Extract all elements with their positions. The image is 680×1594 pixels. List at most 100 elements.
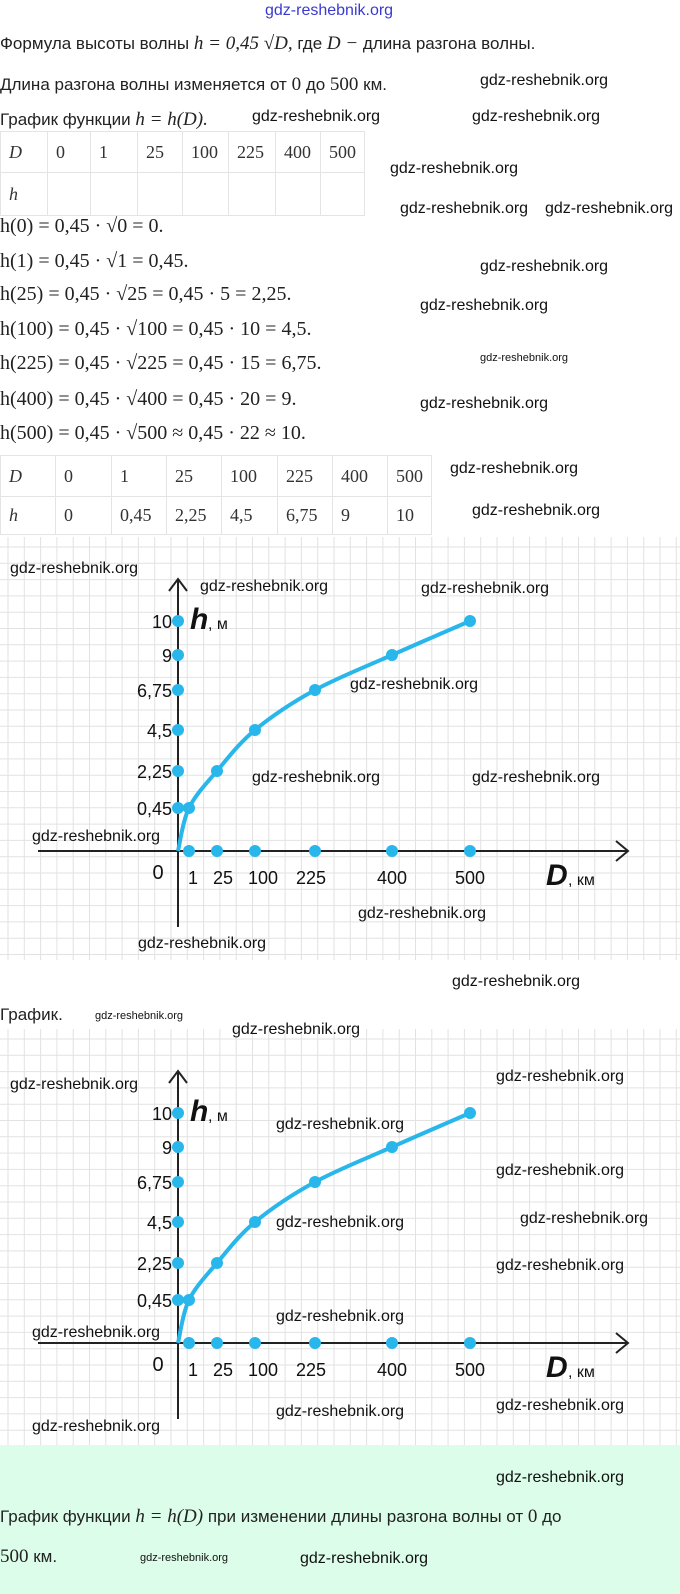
x-axis-arrow [615, 840, 630, 862]
x-tick-label: 1 [188, 1360, 198, 1380]
y-tick-label: 9 [162, 646, 172, 666]
table-cell: 25 [166, 455, 222, 497]
y-axis-label: h [190, 1095, 208, 1128]
y-axis-point [172, 1257, 184, 1269]
watermark: gdz-reshebnik.org [138, 935, 267, 952]
table-cell: D [0, 131, 48, 173]
data-point [183, 1294, 195, 1306]
watermark: gdz-reshebnik.org [10, 560, 139, 577]
x-axis-unit: , км [568, 1364, 595, 1381]
x-axis-point [183, 845, 195, 857]
data-point [249, 1216, 261, 1228]
data-point [211, 765, 223, 777]
text: График функции [0, 110, 131, 129]
number: 500 [329, 74, 359, 95]
x-axis-point [464, 1337, 476, 1349]
y-axis-arrow [168, 577, 188, 592]
x-tick-label: 500 [455, 1360, 485, 1380]
x-tick-label: 100 [248, 1360, 278, 1380]
x-tick-label: 100 [248, 868, 278, 888]
table-cell: 25 [137, 131, 183, 173]
watermark: gdz-reshebnik.org [10, 1076, 139, 1093]
table-cell [320, 172, 365, 216]
conclusion-text: График функции h = h(D) при изменении дл… [0, 1497, 675, 1577]
y-axis-unit: , м [208, 1108, 228, 1125]
watermark: gdz-reshebnik.org [472, 769, 601, 786]
table-cell: D [0, 455, 56, 497]
y-axis-point [172, 802, 184, 814]
x-axis-point [249, 845, 261, 857]
y-tick-label: 2,25 [137, 1254, 172, 1274]
watermark: gdz-reshebnik.org [390, 160, 519, 177]
table-row: h [0, 172, 365, 216]
x-axis-unit: , км [568, 872, 595, 889]
calculation-line: h(1) = 0,45 · √1 = 0,45. [0, 250, 189, 272]
data-point [309, 684, 321, 696]
table-cell [47, 172, 91, 216]
table-cell: 1 [111, 455, 167, 497]
y-tick-label: 9 [162, 1138, 172, 1158]
y-tick-label: 6,75 [137, 681, 172, 701]
table-cell: 100 [221, 455, 278, 497]
text: График функции [0, 1507, 131, 1526]
x-tick-label: 25 [213, 1360, 233, 1380]
table-cell [137, 172, 183, 216]
y-axis-point [172, 765, 184, 777]
y-axis-arrow [168, 1069, 188, 1084]
y-tick-label: 0,45 [137, 799, 172, 819]
watermark: gdz-reshebnik.org [480, 258, 609, 275]
data-point [211, 1257, 223, 1269]
watermark: gdz-reshebnik.org [450, 460, 579, 477]
x-tick-label: 25 [213, 868, 233, 888]
watermark: gdz-reshebnik.org [400, 200, 529, 217]
watermark: gdz-reshebnik.org [276, 1116, 405, 1133]
data-point [464, 1107, 476, 1119]
table-cell: 100 [182, 131, 229, 173]
table-cell: 500 [387, 455, 432, 497]
data-point [309, 1176, 321, 1188]
number: 0 [291, 74, 302, 95]
y-axis-point [172, 1176, 184, 1188]
watermark: gdz-reshebnik.org [32, 1418, 161, 1435]
number: 0 [527, 1506, 538, 1527]
table-cell: h [0, 172, 48, 216]
formula: h = h(D) [135, 1506, 204, 1527]
answer-box: График функции h = h(D) при изменении дл… [0, 1445, 680, 1594]
calculation-line: h(100) = 0,45 · √100 = 0,45 · 10 = 4,5. [0, 318, 312, 340]
table-cell [228, 172, 276, 216]
watermark: gdz-reshebnik.org [140, 1552, 229, 1564]
table-cell: 400 [275, 131, 321, 173]
table-cell [90, 172, 138, 216]
table-cell: 0 [55, 455, 112, 497]
table-cell: 10 [387, 496, 432, 535]
y-axis-point [172, 684, 184, 696]
watermark: gdz-reshebnik.org [276, 1308, 405, 1325]
calculation-line: h(25) = 0,45 · √25 = 0,45 · 5 = 2,25. [0, 283, 292, 305]
graph-caption: График. [0, 1005, 63, 1024]
watermark: gdz-reshebnik.org [350, 676, 479, 693]
watermark-link[interactable]: gdz-reshebnik.org [265, 2, 394, 19]
table-row: h 0 0,45 2,25 4,5 6,75 9 10 [0, 496, 432, 535]
origin-label: 0 [152, 1354, 163, 1376]
calculation-line: h(500) = 0,45 · √500 ≈ 0,45 · 22 ≈ 10. [0, 422, 306, 444]
watermark: gdz-reshebnik.org [545, 200, 674, 217]
text: км. [363, 75, 388, 94]
calculation-line: h(0) = 0,45 · √0 = 0. [0, 215, 164, 237]
x-tick-label: 400 [377, 868, 407, 888]
table-cell: h [0, 496, 56, 535]
watermark: gdz-reshebnik.org [472, 108, 601, 125]
x-axis-point [386, 1337, 398, 1349]
text: до [305, 75, 326, 94]
table-cell: 4,5 [221, 496, 278, 535]
watermark: gdz-reshebnik.org [232, 1021, 361, 1038]
y-axis-point [172, 1107, 184, 1119]
formula: h = h(D). [135, 109, 208, 130]
y-axis-point [172, 615, 184, 627]
x-axis-label: D [546, 1351, 568, 1384]
watermark: gdz-reshebnik.org [496, 1397, 625, 1414]
calculation-line: h(225) = 0,45 · √225 = 0,45 · 15 = 6,75. [0, 352, 322, 374]
y-axis-point [172, 1141, 184, 1153]
watermark: gdz-reshebnik.org [276, 1403, 405, 1420]
table-cell: 0 [47, 131, 91, 173]
